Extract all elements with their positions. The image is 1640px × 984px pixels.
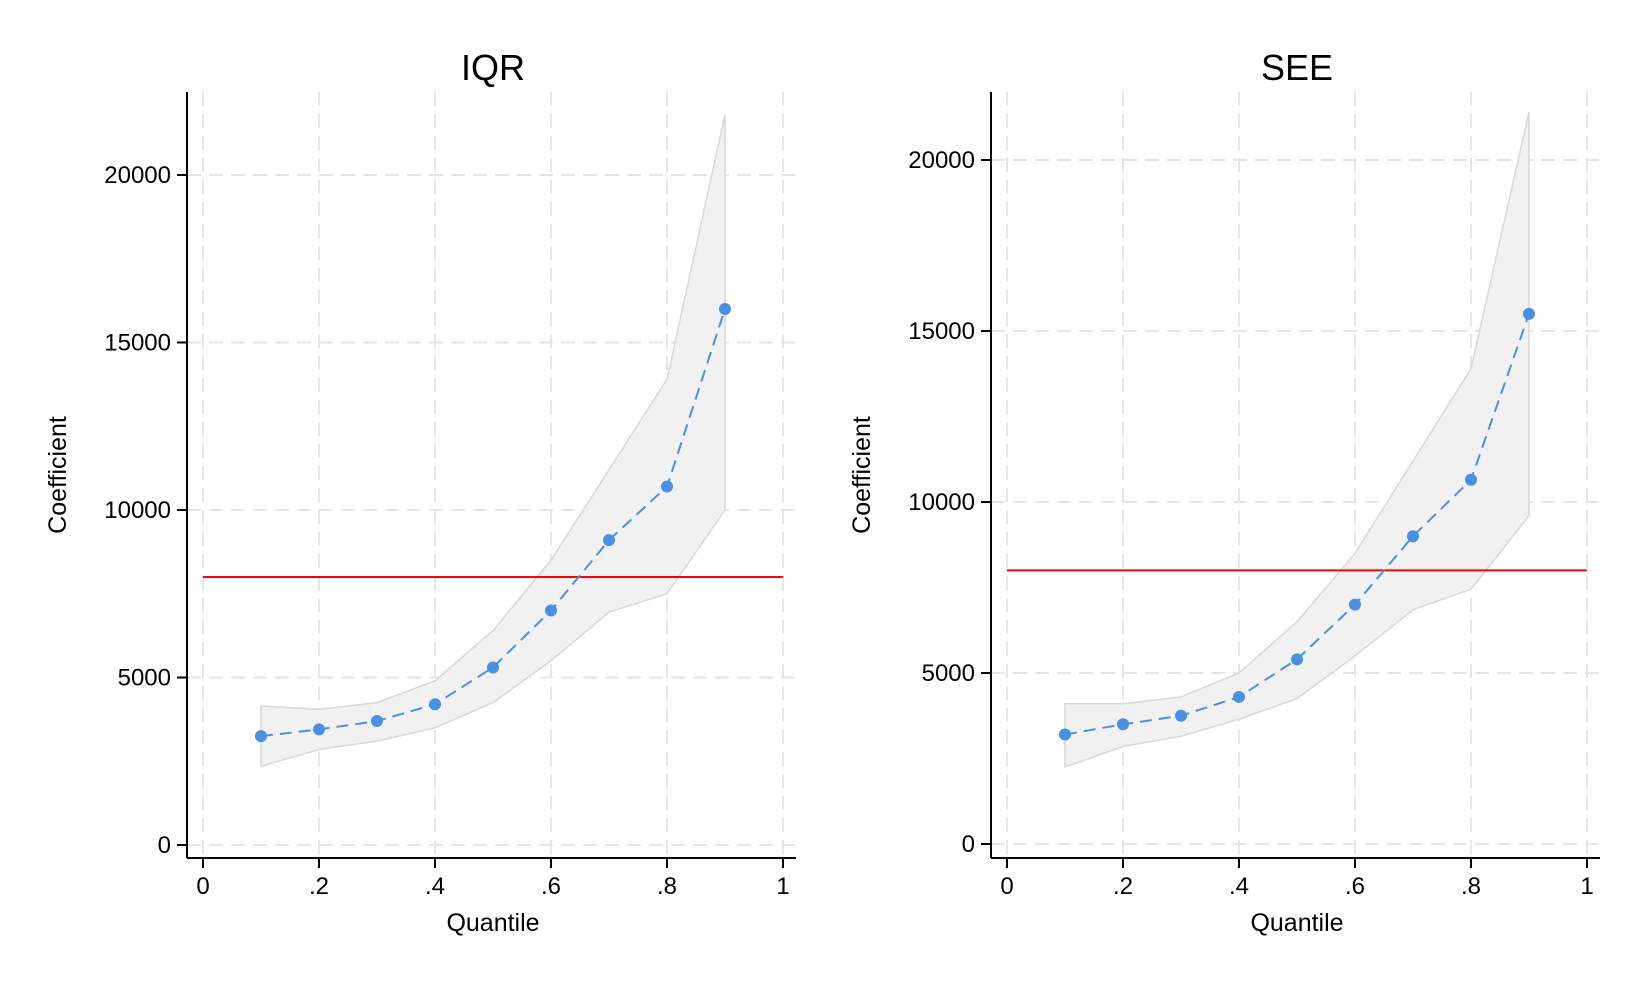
chart1-x-axis-label: Quantile [1250, 909, 1343, 937]
chart0-point-2 [371, 715, 383, 728]
chart0-point-6 [603, 534, 615, 547]
chart1-point-7 [1465, 473, 1477, 486]
chart0-point-1 [313, 723, 325, 736]
chart1-point-1 [1117, 718, 1129, 731]
chart0-x-tick-label-1: .2 [309, 873, 329, 900]
chart1-point-8 [1523, 307, 1535, 320]
chart1-y-tick-label-3: 15000 [908, 318, 975, 345]
chart1-y-tick-label-1: 5000 [922, 660, 975, 687]
chart0-point-0 [255, 730, 267, 743]
chart0-y-tick-label-3: 15000 [104, 330, 171, 357]
chart0-title: IQR [461, 47, 525, 88]
chart0-point-5 [545, 604, 557, 617]
chart0-x-tick-label-0: 0 [196, 873, 209, 900]
chart0-point-4 [487, 661, 499, 674]
chart1-point-2 [1175, 709, 1187, 722]
chart1-x-tick-label-1: .2 [1113, 873, 1133, 900]
chart1-point-3 [1233, 690, 1245, 703]
chart1-point-0 [1059, 728, 1071, 741]
chart1-point-4 [1291, 653, 1303, 666]
chart1-y-tick-label-0: 0 [962, 831, 975, 858]
chart1-point-5 [1349, 598, 1361, 611]
chart0-x-tick-label-2: .4 [425, 873, 445, 900]
chart1-x-tick-label-2: .4 [1229, 873, 1249, 900]
chart0-x-tick-label-4: .8 [657, 873, 677, 900]
chart1-y-axis-label: Coefficient [848, 416, 876, 534]
chart0-series-line [260, 308, 726, 738]
chart0-y-tick-label-0: 0 [158, 832, 171, 859]
chart1-confidence-band [1064, 111, 1530, 769]
chart0-y-tick-label-2: 10000 [104, 497, 171, 524]
chart0-y-axis-label: Coefficient [44, 416, 72, 534]
chart1-title: SEE [1261, 47, 1333, 88]
chart1-x-tick-label-5: 1 [1580, 873, 1593, 900]
chart0-point-8 [719, 303, 731, 315]
chart0-confidence-band [260, 114, 726, 768]
chart1-panel: 0 .2 .4 .6 .8 1 0 5000 10000 15000 20000 SEE Quantil… [848, 47, 1600, 937]
chart1-y-tick-label-4: 20000 [908, 147, 975, 174]
chart0-x-tick-label-3: .6 [541, 873, 561, 900]
chart0-x-tick-label-5: 1 [776, 873, 789, 900]
chart0-y-tick-label-1: 5000 [118, 665, 171, 692]
chart0-point-3 [429, 698, 441, 711]
chart0-panel: 0 .2 .4 .6 .8 1 0 5000 10000 15000 20000 IQR Quantil… [44, 47, 796, 937]
chart0-x-axis-label: Quantile [446, 909, 539, 937]
chart1-x-tick-label-3: .6 [1345, 873, 1365, 900]
chart0-point-7 [661, 480, 673, 493]
chart1-x-tick-label-4: .8 [1461, 873, 1481, 900]
chart1-x-tick-label-0: 0 [1000, 873, 1013, 900]
chart0-y-tick-label-4: 20000 [104, 162, 171, 189]
chart1-y-tick-label-2: 10000 [908, 489, 975, 516]
chart1-point-6 [1407, 530, 1419, 543]
